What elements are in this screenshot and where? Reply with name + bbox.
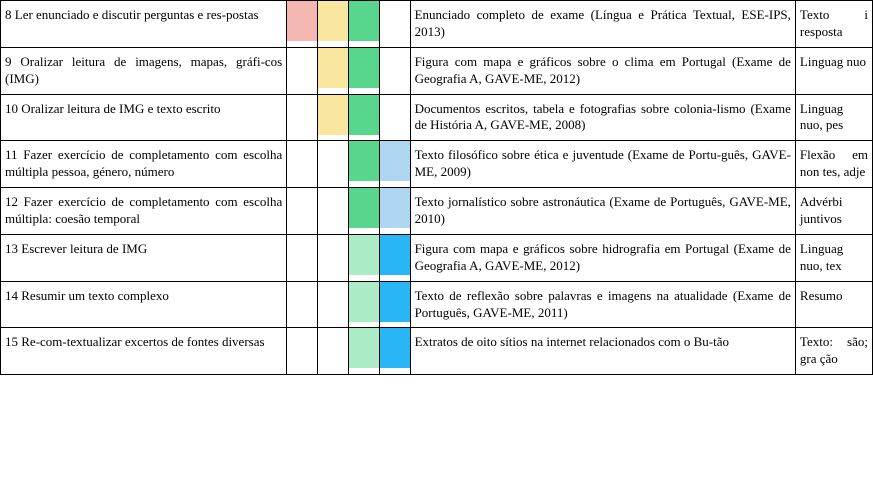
color-cell-c1	[287, 47, 318, 94]
swatch	[380, 282, 410, 322]
swatch	[318, 95, 348, 135]
color-cell-c3	[348, 188, 379, 235]
swatch	[380, 1, 410, 41]
swatch	[318, 328, 348, 368]
task-cell: 15 Re-com-textualizar excertos de fontes…	[1, 328, 287, 375]
source-cell: Extratos de oito sítios na internet rela…	[410, 328, 795, 375]
swatch	[349, 48, 379, 88]
table-row: 15 Re-com-textualizar excertos de fontes…	[1, 328, 873, 375]
task-cell: 12 Fazer exercício de completamento com …	[1, 188, 287, 235]
swatch	[380, 95, 410, 135]
task-cell: 14 Resumir um texto complexo	[1, 281, 287, 328]
color-cell-c3	[348, 47, 379, 94]
table-row: 8 Ler enunciado e discutir perguntas e r…	[1, 1, 873, 48]
task-cell: 10 Oralizar leitura de IMG e texto escri…	[1, 94, 287, 141]
swatch	[380, 48, 410, 88]
swatch	[287, 95, 317, 135]
color-cell-c2	[318, 94, 349, 141]
color-cell-c2	[318, 281, 349, 328]
obs-cell: Linguag nuo, pes	[795, 94, 872, 141]
color-cell-c3	[348, 328, 379, 375]
color-cell-c1	[287, 94, 318, 141]
swatch	[287, 48, 317, 88]
swatch	[349, 282, 379, 322]
swatch	[318, 1, 348, 41]
swatch	[380, 235, 410, 275]
table-row: 14 Resumir um texto complexo Texto de ref…	[1, 281, 873, 328]
color-cell-c3	[348, 234, 379, 281]
color-cell-c4	[379, 94, 410, 141]
swatch	[349, 188, 379, 228]
color-cell-c4	[379, 328, 410, 375]
color-cell-c2	[318, 234, 349, 281]
task-cell: 13 Escrever leitura de IMG	[1, 234, 287, 281]
obs-cell: Resumo	[795, 281, 872, 328]
source-cell: Texto de reflexão sobre palavras e image…	[410, 281, 795, 328]
swatch	[318, 141, 348, 181]
color-cell-c2	[318, 1, 349, 48]
swatch	[287, 235, 317, 275]
source-cell: Figura com mapa e gráficos sobre hidrogr…	[410, 234, 795, 281]
color-cell-c1	[287, 1, 318, 48]
color-cell-c1	[287, 141, 318, 188]
color-cell-c4	[379, 234, 410, 281]
curriculum-table: 8 Ler enunciado e discutir perguntas e r…	[0, 0, 873, 375]
color-cell-c2	[318, 141, 349, 188]
color-cell-c4	[379, 281, 410, 328]
swatch	[349, 235, 379, 275]
color-cell-c1	[287, 328, 318, 375]
color-cell-c1	[287, 188, 318, 235]
swatch	[380, 188, 410, 228]
swatch	[349, 95, 379, 135]
table-row: 11 Fazer exercício de completamento com …	[1, 141, 873, 188]
source-cell: Figura com mapa e gráficos sobre o clima…	[410, 47, 795, 94]
obs-cell: Linguag nuo, tex	[795, 234, 872, 281]
color-cell-c4	[379, 141, 410, 188]
source-cell: Texto jornalístico sobre astronáutica (E…	[410, 188, 795, 235]
obs-cell: Texto: são; gra ção	[795, 328, 872, 375]
swatch	[287, 141, 317, 181]
obs-cell: Linguag nuo	[795, 47, 872, 94]
color-cell-c2	[318, 47, 349, 94]
swatch	[349, 1, 379, 41]
swatch	[318, 188, 348, 228]
swatch	[318, 48, 348, 88]
swatch	[287, 282, 317, 322]
swatch	[318, 235, 348, 275]
source-cell: Documentos escritos, tabela e fotografia…	[410, 94, 795, 141]
obs-cell: Flexão em non tes, adje	[795, 141, 872, 188]
obs-cell: Advérbi juntivos	[795, 188, 872, 235]
color-cell-c1	[287, 234, 318, 281]
source-cell: Enunciado completo de exame (Língua e Pr…	[410, 1, 795, 48]
swatch	[380, 328, 410, 368]
color-cell-c3	[348, 281, 379, 328]
color-cell-c4	[379, 188, 410, 235]
table-row: 10 Oralizar leitura de IMG e texto escri…	[1, 94, 873, 141]
obs-cell: Texto i resposta	[795, 1, 872, 48]
color-cell-c2	[318, 328, 349, 375]
color-cell-c3	[348, 94, 379, 141]
color-cell-c3	[348, 141, 379, 188]
color-cell-c1	[287, 281, 318, 328]
swatch	[287, 188, 317, 228]
table-row: 13 Escrever leitura de IMG Figura com map…	[1, 234, 873, 281]
color-cell-c4	[379, 1, 410, 48]
table-row: 9 Oralizar leitura de imagens, mapas, gr…	[1, 47, 873, 94]
color-cell-c3	[348, 1, 379, 48]
swatch	[287, 328, 317, 368]
color-cell-c2	[318, 188, 349, 235]
table-row: 12 Fazer exercício de completamento com …	[1, 188, 873, 235]
source-cell: Texto filosófico sobre ética e juventude…	[410, 141, 795, 188]
swatch	[380, 141, 410, 181]
swatch	[318, 282, 348, 322]
task-cell: 8 Ler enunciado e discutir perguntas e r…	[1, 1, 287, 48]
swatch	[349, 141, 379, 181]
task-cell: 11 Fazer exercício de completamento com …	[1, 141, 287, 188]
color-cell-c4	[379, 47, 410, 94]
swatch	[287, 1, 317, 41]
task-cell: 9 Oralizar leitura de imagens, mapas, gr…	[1, 47, 287, 94]
swatch	[349, 328, 379, 368]
